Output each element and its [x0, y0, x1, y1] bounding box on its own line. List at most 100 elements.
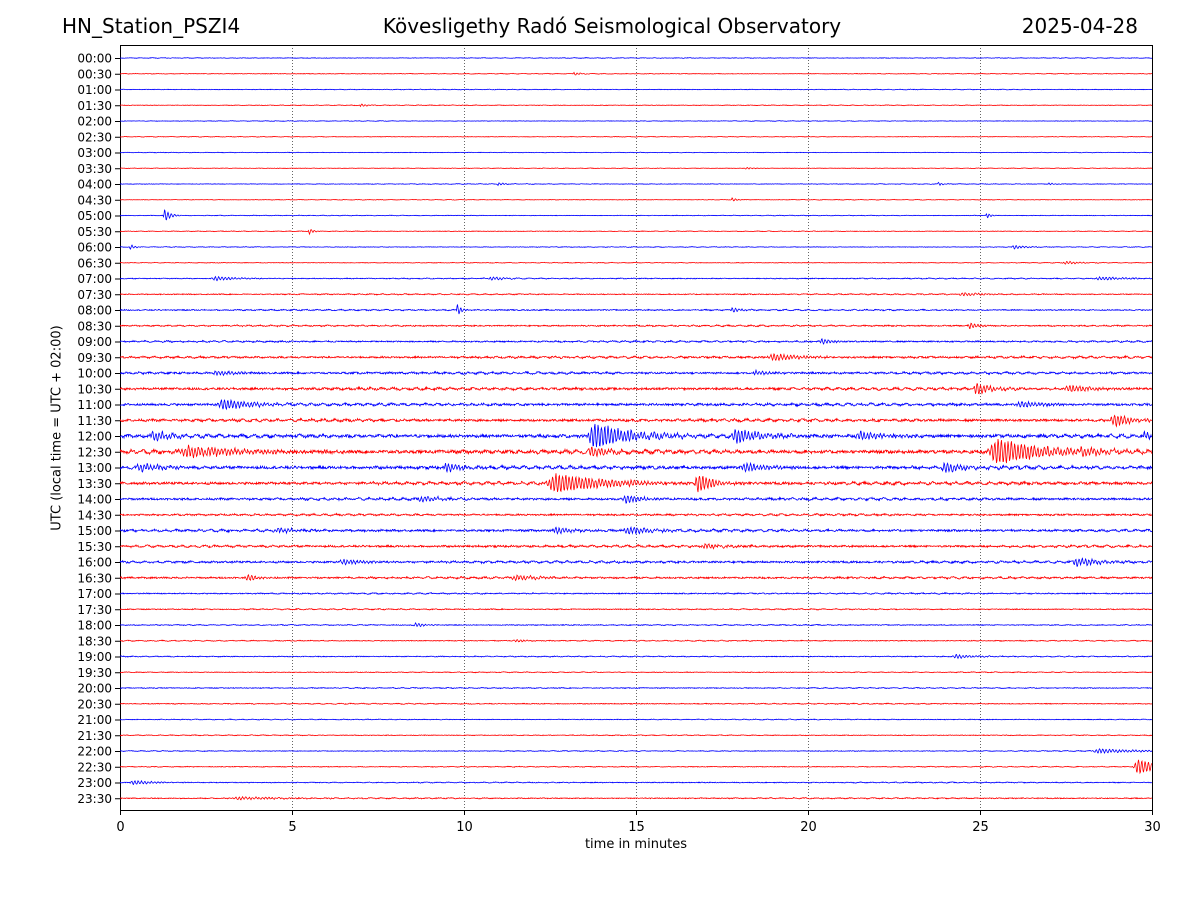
trace-line: [119, 338, 1153, 345]
y-tick-label: 23:00: [77, 776, 112, 790]
trace-line: [119, 461, 1153, 474]
y-tick-label: 07:00: [77, 272, 112, 286]
y-tick-label: 08:00: [77, 304, 112, 318]
y-tick-label: 11:00: [77, 398, 112, 412]
trace-line: [119, 352, 1153, 362]
trace-line: [119, 473, 1153, 493]
y-tick-label: 11:30: [77, 414, 112, 428]
y-tick-label: 06:30: [77, 256, 112, 270]
trace-line: [119, 103, 1153, 108]
y-tick-label: 03:00: [77, 146, 112, 160]
trace-line: [119, 748, 1153, 755]
trace-line: [119, 591, 1153, 595]
y-tick-label: 05:30: [77, 225, 112, 239]
trace-line: [119, 779, 1153, 786]
trace-line: [119, 495, 1153, 504]
y-tick-label: 12:00: [77, 430, 112, 444]
y-tick-label: 14:00: [77, 493, 112, 507]
y-tick-label: 06:00: [77, 241, 112, 255]
trace-layer: [119, 57, 1153, 801]
trace-line: [119, 57, 1153, 59]
station-name: HN_Station_PSZI4: [62, 14, 241, 38]
trace-line: [119, 639, 1153, 643]
trace-line: [119, 414, 1153, 428]
trace-line: [119, 622, 1153, 628]
trace-line: [119, 439, 1153, 464]
trace-line: [119, 542, 1153, 550]
y-tick-label: 02:00: [77, 115, 112, 129]
x-tick-label: 25: [972, 820, 989, 835]
trace-line: [119, 167, 1153, 170]
y-tick-label: 15:30: [77, 540, 112, 554]
y-tick-label: 10:30: [77, 382, 112, 396]
y-tick-label: 02:30: [77, 130, 112, 144]
x-tick-label: 10: [456, 820, 473, 835]
trace-line: [119, 671, 1153, 674]
trace-line: [119, 304, 1153, 315]
y-tick-label: 07:30: [77, 288, 112, 302]
trace-line: [119, 135, 1153, 138]
y-tick-label: 01:30: [77, 99, 112, 113]
trace-line: [119, 702, 1153, 705]
plot-frame: [120, 45, 1153, 811]
trace-line: [119, 718, 1153, 721]
trace-line: [119, 260, 1153, 265]
trace-line: [119, 275, 1153, 282]
trace-line: [119, 557, 1153, 567]
y-tick-label: 00:30: [77, 67, 112, 81]
x-tick-label: 30: [1144, 820, 1161, 835]
observatory-title: Kövesligethy Radó Seismological Observat…: [382, 14, 842, 38]
y-tick-label: 21:30: [77, 729, 112, 743]
trace-line: [119, 607, 1153, 611]
x-tick-label: 15: [628, 820, 645, 835]
y-axis-label: UTC (local time = UTC + 02:00): [49, 325, 65, 531]
y-tick-label: 21:00: [77, 713, 112, 727]
trace-line: [119, 383, 1153, 395]
y-tick-label: 18:00: [77, 619, 112, 633]
trace-line: [119, 654, 1153, 660]
trace-line: [119, 795, 1153, 801]
trace-line: [119, 512, 1153, 517]
y-tick-label: 01:00: [77, 83, 112, 97]
trace-line: [119, 181, 1153, 187]
y-tick-label: 09:00: [77, 335, 112, 349]
record-date: 2025-04-28: [1021, 14, 1138, 38]
y-tick-label: 14:30: [77, 508, 112, 522]
y-tick-label: 22:30: [77, 760, 112, 774]
trace-line: [119, 574, 1153, 582]
y-tick-label: 04:30: [77, 193, 112, 207]
y-tick-label: 13:00: [77, 461, 112, 475]
trace-line: [119, 398, 1153, 411]
grid-lines: [292, 45, 981, 810]
trace-line: [119, 368, 1152, 377]
trace-line: [119, 88, 1153, 91]
y-tick-label: 05:00: [77, 209, 112, 223]
x-tick-label: 0: [116, 820, 124, 835]
y-tick-label: 17:00: [77, 587, 112, 601]
trace-line: [119, 322, 1153, 330]
trace-line: [119, 209, 1153, 221]
trace-line: [119, 120, 1153, 122]
y-tick-label: 17:30: [77, 603, 112, 617]
y-tick-label: 13:30: [77, 477, 112, 491]
y-tick-label: 23:30: [77, 792, 112, 806]
y-tick-label: 00:00: [77, 52, 112, 66]
trace-line: [119, 686, 1153, 690]
trace-line: [119, 423, 1153, 448]
y-tick-label: 19:00: [77, 650, 112, 664]
x-tick-label: 20: [800, 820, 817, 835]
y-tick-label: 18:30: [77, 634, 112, 648]
y-tick-label: 04:00: [77, 178, 112, 192]
y-tick-label: 20:30: [77, 697, 112, 711]
trace-line: [119, 197, 1153, 202]
trace-line: [119, 292, 1153, 297]
x-axis-label: time in minutes: [584, 837, 688, 852]
y-tick-label: 10:00: [77, 367, 112, 381]
y-tick-label: 12:30: [77, 445, 112, 459]
trace-line: [119, 244, 1153, 250]
trace-line: [119, 759, 1153, 775]
y-tick-label: 16:30: [77, 571, 112, 585]
y-tick-label: 09:30: [77, 351, 112, 365]
